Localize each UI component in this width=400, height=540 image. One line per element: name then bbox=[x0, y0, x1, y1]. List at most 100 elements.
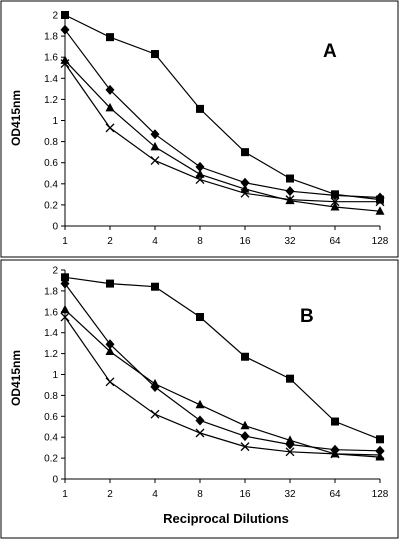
panel-a-series-x-point bbox=[195, 175, 205, 185]
panel-b-y-tick-label: 1 bbox=[52, 370, 58, 381]
panel-b-y-tick-label: 0.4 bbox=[44, 433, 58, 444]
panel-b-x-tick-label: 128 bbox=[372, 489, 389, 500]
panel-a-y-tick-label: 2 bbox=[52, 11, 58, 22]
panel-a-x-tick-label: 32 bbox=[284, 236, 296, 247]
panel-a-series-triangle-line bbox=[64, 59, 381, 212]
panel-b-series-triangle-point bbox=[240, 420, 250, 430]
panel-a-frame bbox=[0, 0, 399, 258]
panel-a-series-diamond-point bbox=[60, 24, 70, 35]
panel-a-y-axis-label: OD415nm bbox=[9, 90, 23, 146]
panel-a-series-x-point bbox=[105, 123, 115, 133]
panel-a-y-tick-label: 1 bbox=[52, 116, 58, 127]
panel-b-series-square-point bbox=[106, 279, 114, 288]
panel-b-y-tick-label: 0.2 bbox=[44, 454, 58, 465]
panel-b-y-tick-label: 1.4 bbox=[44, 328, 58, 339]
panel-b-series-x-point bbox=[105, 377, 115, 387]
panel-b-series-diamond-line bbox=[64, 283, 381, 452]
panel-b-x-tick-label: 1 bbox=[62, 489, 68, 500]
panel-a-series-square-point bbox=[106, 33, 114, 42]
panel-b-chart: 0 0.2 0.4 0.6 0.8 1 1.2 1.4 1.6 1.8 2 1 2 4 8 16 32 64 128 bbox=[44, 266, 389, 501]
panel-b-series-diamond-point bbox=[195, 415, 205, 426]
panel-b-frame bbox=[0, 259, 399, 539]
panel-b-series-triangle-point bbox=[195, 399, 205, 409]
panel-a-series-diamond-point bbox=[330, 190, 340, 201]
panel-b-y-tick-label: 0 bbox=[52, 475, 58, 486]
panel-b-label: B bbox=[300, 306, 314, 327]
panel-a-x-tick-label: 64 bbox=[329, 236, 341, 247]
panel-a-label: A bbox=[323, 41, 337, 62]
panel-a-x-tick-label: 16 bbox=[239, 236, 251, 247]
panel-a-series-triangle-point bbox=[195, 169, 205, 178]
panel-a-series-x-point bbox=[285, 195, 295, 205]
panel-b-series-x-point bbox=[375, 450, 385, 460]
panel-a-series-square-point bbox=[241, 148, 249, 157]
panel-a-y-tick-label: 1.8 bbox=[44, 32, 58, 43]
panel-a-series-triangle-point bbox=[375, 206, 385, 215]
panel-a-series-x-point bbox=[330, 197, 340, 207]
panel-b-series-x-point bbox=[60, 312, 70, 322]
panel-b-series-diamond-point bbox=[105, 339, 115, 350]
panel-a-series-diamond-point bbox=[105, 84, 115, 95]
panel-a-series-square-point bbox=[151, 50, 159, 59]
panel-b-series-diamond-point bbox=[60, 278, 70, 289]
panel-a-y-tick-label: 1.4 bbox=[44, 74, 58, 85]
panel-b-series-x-point bbox=[150, 409, 160, 419]
panel-b-series-triangle-point bbox=[60, 304, 70, 314]
panel-a-y-tick-label: 1.2 bbox=[44, 95, 58, 106]
panel-b-series-square-point bbox=[241, 352, 249, 361]
panel-b-series-x-point bbox=[195, 428, 205, 438]
panel-b-series-x-point bbox=[330, 449, 340, 459]
panel-b-series-triangle-point bbox=[285, 435, 295, 444]
panel-b-x-axis-label: Reciprocal Dilutions bbox=[163, 511, 289, 526]
panel-b-series-square-point bbox=[151, 282, 159, 291]
panel-a-series-diamond-point bbox=[195, 161, 205, 172]
panel-a-x-tick-label: 2 bbox=[107, 236, 113, 247]
panel-a-y-tick-label: 0 bbox=[52, 222, 58, 233]
panel-a-series-diamond-point bbox=[150, 129, 160, 140]
panel-b-series-x-point bbox=[240, 442, 250, 452]
panel-b-x-tick-label: 64 bbox=[329, 489, 341, 500]
panel-b-y-tick-label: 2 bbox=[52, 266, 58, 277]
panel-b-x-tick-label: 4 bbox=[152, 489, 158, 500]
panel-b-y-tick-label: 1.6 bbox=[44, 307, 58, 318]
panel-b-y-axis-label: OD415nm bbox=[9, 350, 23, 406]
panel-a-series-square-point bbox=[61, 11, 69, 19]
panel-a-series-x-point bbox=[60, 59, 70, 68]
panel-a-series-x-line bbox=[64, 63, 380, 203]
panel-b-series-square-point bbox=[376, 435, 384, 444]
panel-a-series-x-point bbox=[375, 197, 385, 207]
panel-b-y-tick-label: 1.2 bbox=[44, 349, 58, 360]
panel-b-series-triangle-point bbox=[105, 346, 115, 356]
panel-a-x-tick-label: 4 bbox=[152, 236, 158, 247]
panel-a-series-triangle-point bbox=[330, 202, 340, 211]
panel-b-series-diamond-point bbox=[240, 431, 250, 442]
panel-b-y-tick-label: 1.8 bbox=[44, 286, 58, 297]
panel-a-series-triangle-point bbox=[150, 141, 160, 151]
panel-b-x-tick-label: 32 bbox=[284, 489, 296, 500]
panel-a-series-square-point bbox=[286, 174, 294, 183]
panel-a-series-diamond-point bbox=[285, 186, 295, 197]
panel-a-x-tick-label: 128 bbox=[372, 236, 389, 247]
panel-a-series-diamond-line bbox=[64, 29, 381, 199]
panel-a-series-x-point bbox=[150, 156, 160, 166]
panel-a-y-tick-label: 0.6 bbox=[44, 158, 58, 169]
panel-b-x-tick-label: 2 bbox=[107, 489, 113, 500]
panel-b-series-square-point bbox=[196, 313, 204, 322]
panel-a-x-tick-label: 8 bbox=[197, 236, 203, 247]
panel-a-y-tick-label: 0.8 bbox=[44, 137, 58, 148]
panel-b-series-triangle-point bbox=[375, 452, 385, 461]
panel-a-series-x-point bbox=[240, 188, 250, 198]
panel-b-series-square-point bbox=[286, 374, 294, 383]
panel-b-series-square-point bbox=[331, 417, 339, 426]
panel-a-x-tick-label: 1 bbox=[62, 236, 68, 247]
panel-b-series-square-point bbox=[61, 273, 69, 282]
panel-a-series-triangle-point bbox=[105, 102, 115, 112]
panel-a-series-square-point bbox=[196, 104, 204, 113]
panel-a-y-tick-label: 0.4 bbox=[44, 179, 58, 190]
panel-b-series-x-line bbox=[64, 316, 381, 456]
panel-a-series-square-line bbox=[64, 14, 381, 201]
panel-a-chart: 0 0.2 0.4 0.6 0.8 1 1.2 1.4 1.6 1.8 2 1 2 4 8 16 32 64 128 bbox=[44, 11, 389, 248]
panel-a-series-diamond-point bbox=[240, 177, 250, 188]
panel-b-y-tick-label: 0.8 bbox=[44, 391, 58, 402]
